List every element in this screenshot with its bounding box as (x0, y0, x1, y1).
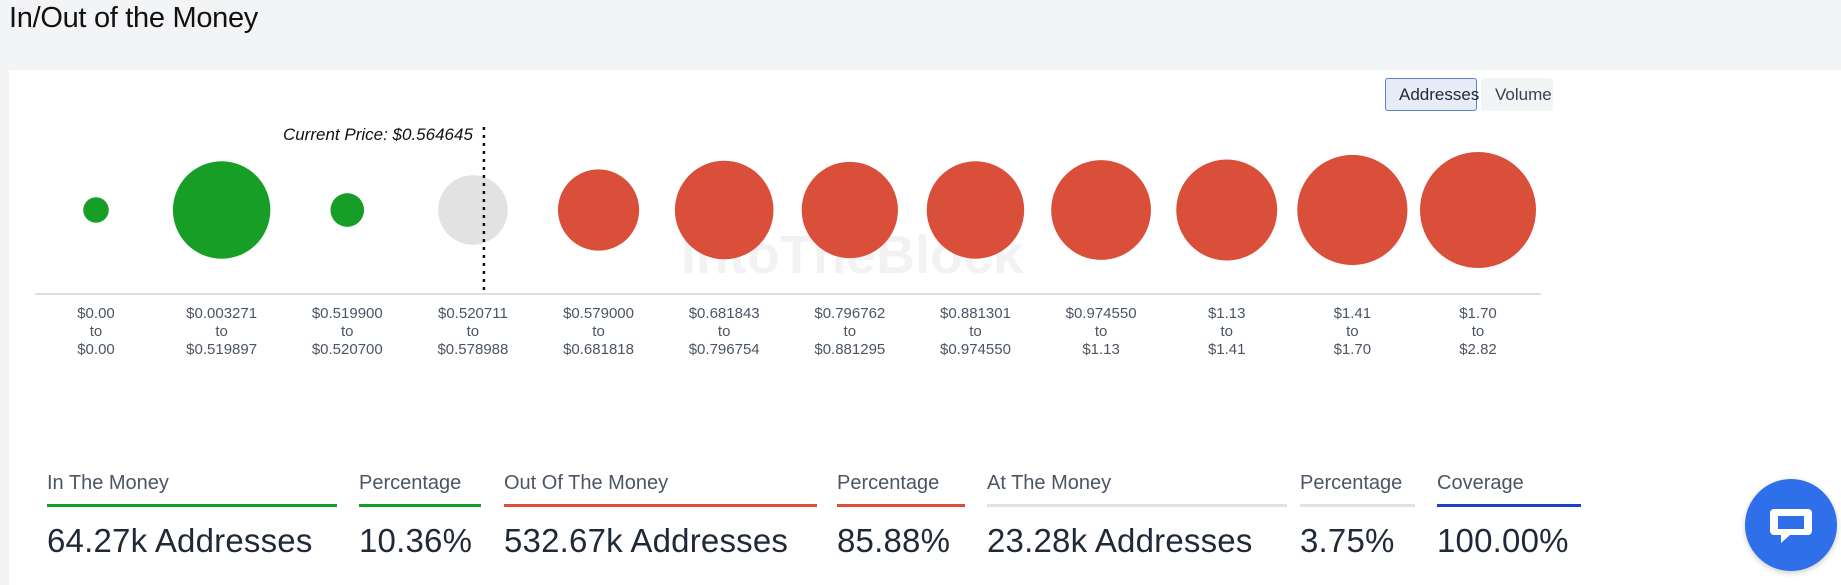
tick-label-to: to (341, 323, 354, 340)
summary-stat-label: At The Money (987, 472, 1112, 494)
addresses-button[interactable]: Addresses (1385, 78, 1479, 111)
tick-label-high: $0.519897 (186, 341, 257, 358)
tick-label-high: $1.13 (1082, 341, 1120, 358)
summary-stat-bar (504, 504, 817, 507)
page-title: In/Out of the Money (9, 2, 258, 34)
summary-stat-label: Coverage (1437, 472, 1524, 494)
summary-stat-value: 23.28k Addresses (987, 522, 1253, 559)
tick-label-high: $0.578988 (437, 341, 508, 358)
tick-label-high: $0.520700 (312, 341, 383, 358)
tick-label-to: to (1472, 323, 1485, 340)
tick-label-high: $0.796754 (689, 341, 760, 358)
summary-stat-bar (1437, 504, 1581, 507)
tick-label-to: to (1346, 323, 1359, 340)
tick-label-high: $0.974550 (940, 341, 1011, 358)
tick-label-to: to (90, 323, 103, 340)
summary-stat-bar (837, 504, 965, 507)
summary-stat: Out Of The Money 532.67k Addresses (504, 470, 817, 561)
summary-stat: Percentage 10.36% (359, 470, 481, 561)
summary-stat-value: 3.75% (1300, 522, 1395, 559)
tick-label-low: $1.41 (1334, 305, 1372, 322)
bubble-out (801, 161, 898, 259)
bubble-out (1297, 154, 1408, 266)
bubble-out (926, 161, 1025, 259)
bubble-at (438, 175, 508, 245)
summary-stat: In The Money 64.27k Addresses (47, 470, 337, 561)
tick-label-low: $0.881301 (940, 305, 1011, 322)
tick-label-to: to (215, 323, 228, 340)
summary-stat-label: Percentage (359, 472, 462, 494)
tick-label-low: $0.003271 (186, 305, 257, 322)
summary-stat: Coverage 100.00% (1437, 470, 1581, 561)
bubble-out (1051, 160, 1151, 260)
tick-label-low: $1.13 (1208, 305, 1246, 322)
tick-label-low: $1.70 (1459, 305, 1497, 322)
chart-card: Addresses Volume IntoTheBlock$0.00to$0.0… (9, 70, 1841, 585)
summary-stat-value: 10.36% (359, 522, 473, 559)
summary-stat-value: 532.67k Addresses (504, 522, 789, 559)
tick-label-high: $1.70 (1334, 341, 1372, 358)
tick-label-to: to (844, 323, 857, 340)
tick-label-low: $0.974550 (1066, 305, 1137, 322)
bubble-in (330, 193, 365, 227)
current-price-label: Current Price: $0.564645 (283, 125, 473, 144)
volume-button[interactable]: Volume (1481, 78, 1553, 111)
bubble-out (557, 169, 640, 251)
tick-label-low: $0.681843 (689, 305, 760, 322)
summary-stat-bar (359, 504, 481, 507)
summary-stat-label: Percentage (1300, 472, 1403, 494)
summary-stat: At The Money 23.28k Addresses (987, 470, 1287, 561)
bubble-in (172, 161, 271, 259)
bubble-chart: IntoTheBlock$0.00to$0.00$0.003271to$0.51… (35, 125, 1541, 358)
tick-label-low: $0.520711 (438, 305, 508, 322)
summary-stat-label: Out Of The Money (504, 472, 669, 494)
tick-label-to: to (592, 323, 605, 340)
bubble-out (674, 160, 774, 260)
summary-stat-value: 100.00% (1437, 522, 1569, 559)
summary-stats: In The Money 64.27k Addresses Percentage 10… (9, 470, 1841, 580)
bubble-out (1420, 152, 1536, 268)
tick-label-low: $0.519900 (312, 305, 383, 322)
bubble-out (1176, 159, 1278, 261)
summary-stat-bar (1300, 504, 1415, 507)
chat-button[interactable] (1745, 479, 1837, 571)
tick-label-high: $1.41 (1208, 341, 1246, 358)
summary-stat-value: 85.88% (837, 522, 951, 559)
summary-stat: Percentage 3.75% (1300, 470, 1415, 561)
tick-label-to: to (1095, 323, 1108, 340)
summary-stat-bar (47, 504, 337, 507)
tick-label-high: $0.881295 (814, 341, 885, 358)
metric-toggle: Addresses Volume (1385, 78, 1553, 111)
tick-label-low: $0.00 (77, 305, 115, 322)
summary-stat: Percentage 85.88% (837, 470, 965, 561)
tick-label-high: $2.82 (1459, 341, 1497, 358)
tick-label-high: $0.00 (77, 341, 115, 358)
tick-label-to: to (1220, 323, 1233, 340)
tick-label-low: $0.579000 (563, 305, 634, 322)
summary-stat-label: In The Money (47, 472, 169, 494)
tick-label-low: $0.796762 (814, 305, 885, 322)
tick-label-to: to (969, 323, 982, 340)
summary-stat-value: 64.27k Addresses (47, 522, 313, 559)
tick-label-to: to (467, 323, 480, 340)
tick-label-high: $0.681818 (563, 341, 634, 358)
summary-stat-bar (987, 504, 1287, 507)
tick-label-to: to (718, 323, 731, 340)
bubble-in (83, 197, 109, 223)
chat-bubble-icon (1770, 509, 1812, 543)
summary-stat-label: Percentage (837, 472, 940, 494)
